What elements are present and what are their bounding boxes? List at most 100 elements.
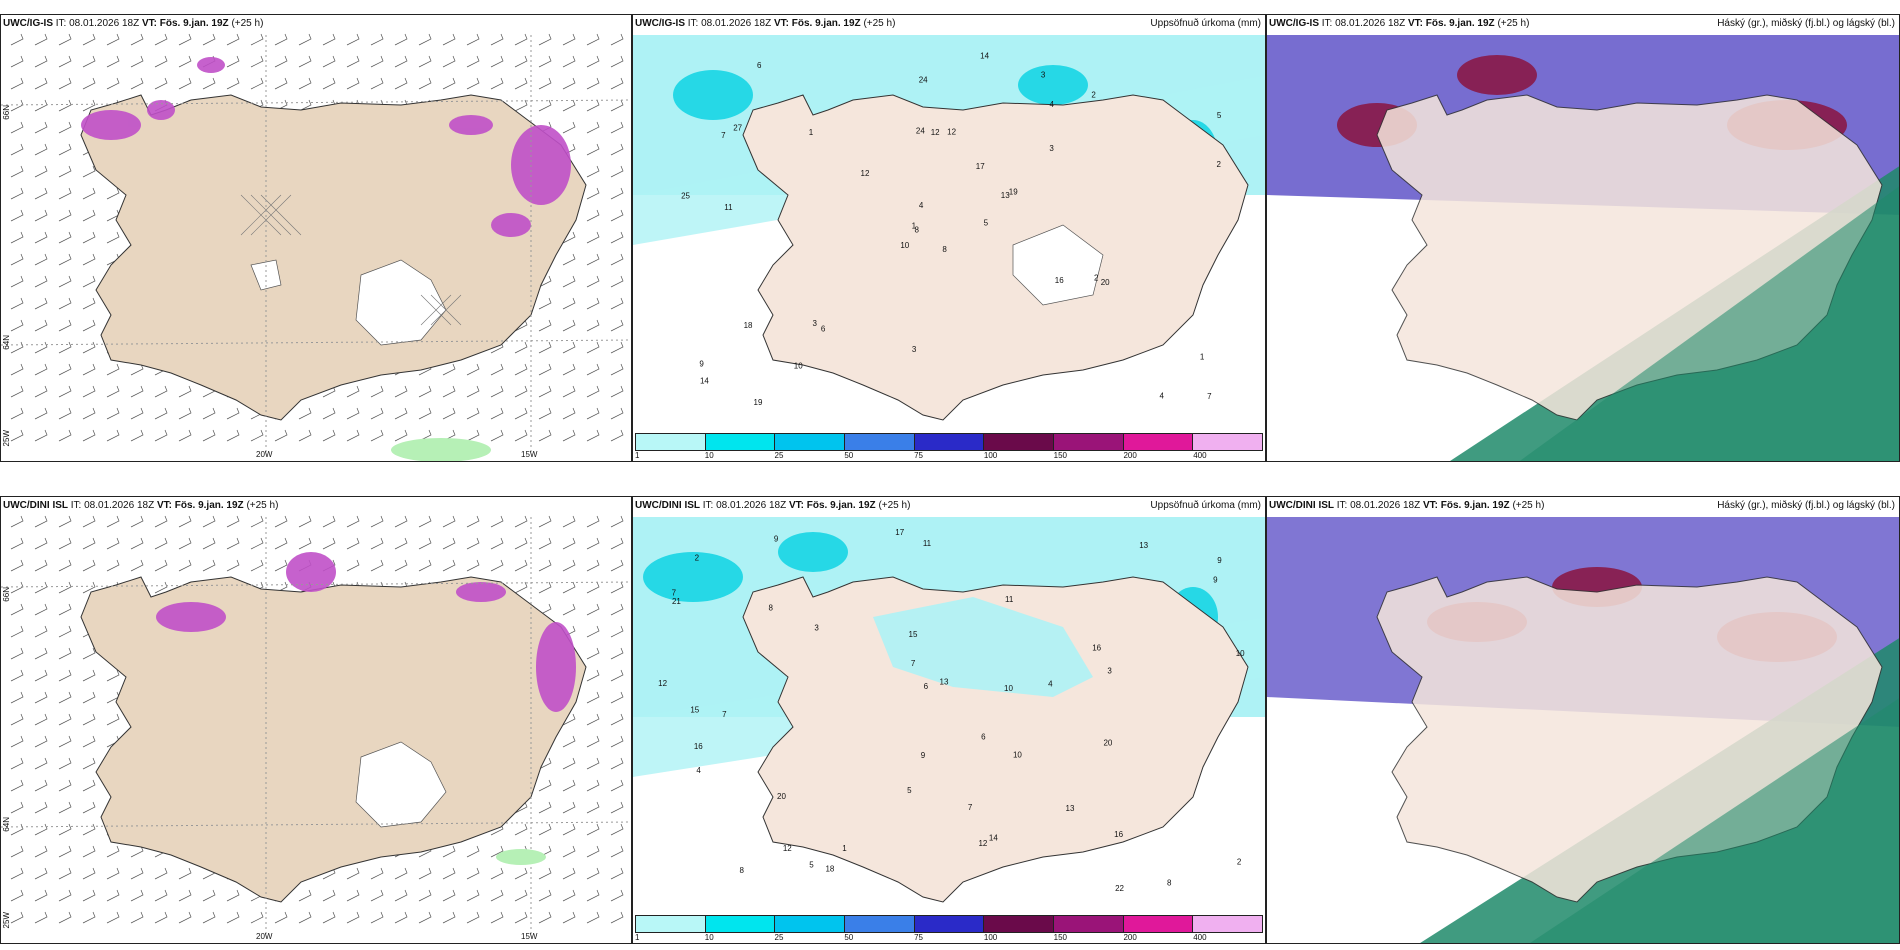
wind-barb xyxy=(178,537,192,550)
wind-barb xyxy=(202,889,216,902)
wind-barb xyxy=(562,429,576,442)
wind-barb xyxy=(490,911,504,924)
wind-barb xyxy=(202,33,216,46)
wind-barb xyxy=(10,99,24,112)
wind-barb xyxy=(466,515,480,528)
wind-barb xyxy=(130,407,144,420)
wind-barb xyxy=(346,867,360,880)
wind-barb xyxy=(562,801,576,814)
wind-barb xyxy=(154,385,168,398)
wind-barb xyxy=(58,581,72,594)
wind-barb xyxy=(298,55,312,68)
wind-barb xyxy=(370,911,384,924)
wind-barb xyxy=(58,691,72,704)
wind-barb xyxy=(226,55,240,68)
wind-barb xyxy=(514,911,528,924)
wind-barb xyxy=(82,647,96,660)
wind-barb xyxy=(322,407,336,420)
wind-barb xyxy=(346,559,360,572)
wind-barb xyxy=(58,143,72,156)
colorbar-swatch xyxy=(1054,434,1124,450)
precip-value: 2 xyxy=(1091,90,1096,99)
wind-barb xyxy=(586,363,600,376)
wind-barb xyxy=(154,33,168,46)
wind-barb xyxy=(394,55,408,68)
wind-barb xyxy=(562,253,576,266)
colorbar-tick: 10 xyxy=(704,451,714,460)
wind-barb xyxy=(82,757,96,770)
wind-barb xyxy=(586,297,600,310)
wind-barb xyxy=(394,429,408,442)
lon-label: 15W xyxy=(521,932,538,941)
precip-value: 14 xyxy=(700,376,709,385)
wind-barb xyxy=(298,911,312,924)
precip-value: 3 xyxy=(912,345,917,354)
wind-barb xyxy=(154,911,168,924)
wind-barb xyxy=(490,889,504,902)
precip-value: 15 xyxy=(690,705,699,714)
precip-value: 12 xyxy=(861,169,870,178)
wind-barb xyxy=(10,669,24,682)
precip-value: 12 xyxy=(931,128,940,137)
wind-barb xyxy=(418,385,432,398)
wind-barb xyxy=(82,735,96,748)
wind-barb xyxy=(514,33,528,46)
colorbar xyxy=(635,433,1263,451)
wind-barb xyxy=(610,121,624,134)
precip-value: 6 xyxy=(757,61,762,70)
wind-barb xyxy=(610,33,624,46)
wind-barb xyxy=(10,275,24,288)
wind-barb xyxy=(466,385,480,398)
wind-barb xyxy=(106,911,120,924)
wind-barb xyxy=(82,581,96,594)
wind-barb xyxy=(250,429,264,442)
wind-barb xyxy=(466,407,480,420)
wind-barb xyxy=(130,363,144,376)
wind-barb xyxy=(514,537,528,550)
glacier xyxy=(355,259,447,346)
wind-barb xyxy=(490,33,504,46)
wind-barb xyxy=(610,713,624,726)
wind-barb xyxy=(82,867,96,880)
wind-barb xyxy=(34,187,48,200)
wind-barb xyxy=(58,187,72,200)
wind-barb xyxy=(442,33,456,46)
lon-label: 20W xyxy=(256,450,273,459)
colorbar-tick: 1 xyxy=(635,451,640,460)
wind-barb xyxy=(82,297,96,310)
precip-value: 9 xyxy=(1213,576,1218,585)
colorbar-tick: 150 xyxy=(1053,451,1068,460)
wind-barb xyxy=(610,691,624,704)
wind-barb xyxy=(82,209,96,222)
wind-barb xyxy=(130,429,144,442)
wind-barb xyxy=(34,55,48,68)
wind-barb xyxy=(442,77,456,90)
wind-barb xyxy=(370,33,384,46)
wind-barb xyxy=(562,385,576,398)
colorbar-tick: 100 xyxy=(983,933,998,942)
wind-barb xyxy=(154,407,168,420)
panel-subtitle: Uppsöfnuð úrkoma (mm) xyxy=(1150,500,1261,511)
colorbar-tick: 150 xyxy=(1053,933,1068,942)
wind-barb xyxy=(82,911,96,924)
wind-barb xyxy=(442,867,456,880)
wind-barb xyxy=(34,713,48,726)
precip-value: 5 xyxy=(809,860,814,869)
precip-value: 14 xyxy=(989,833,998,842)
wind-barb xyxy=(106,515,120,528)
wind-barb xyxy=(562,99,576,112)
wind-barb xyxy=(250,55,264,68)
wind-barb xyxy=(34,319,48,332)
wind-barb xyxy=(586,757,600,770)
wind-barb xyxy=(58,275,72,288)
wind-barb xyxy=(586,319,600,332)
wind-barb xyxy=(610,515,624,528)
wind-barb xyxy=(130,537,144,550)
wind-barb xyxy=(586,735,600,748)
wind-barb xyxy=(82,407,96,420)
wind-barb xyxy=(10,33,24,46)
wind-barb xyxy=(610,801,624,814)
wind-barb xyxy=(10,911,24,924)
wind-barb xyxy=(130,559,144,572)
wind-barb xyxy=(130,33,144,46)
